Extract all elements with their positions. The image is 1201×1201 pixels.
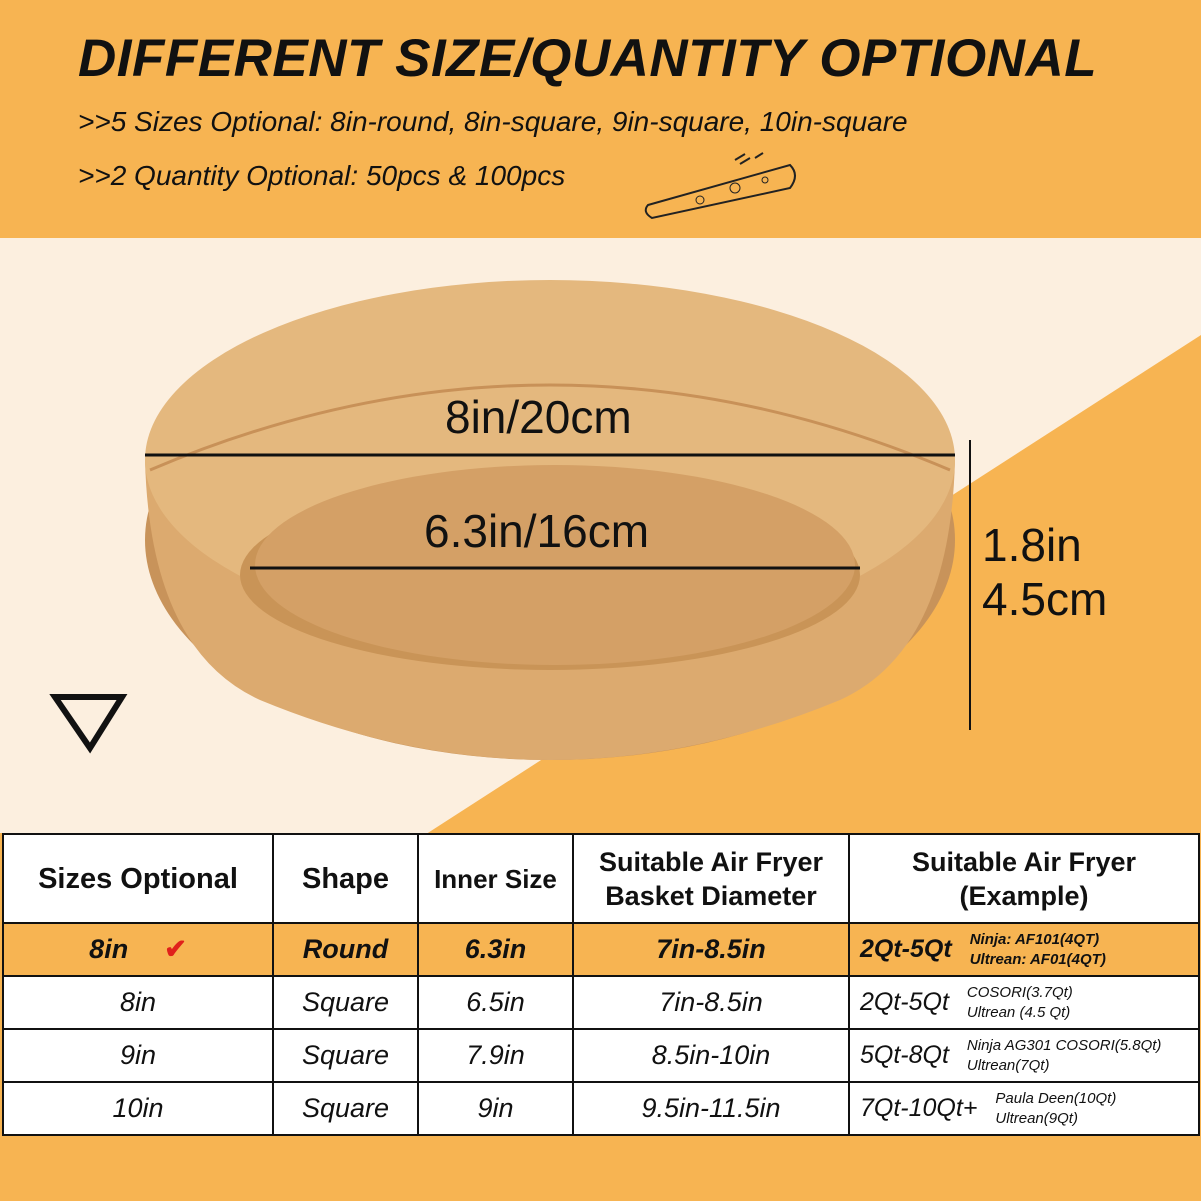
- model-1: Paula Deen(10Qt): [995, 1089, 1117, 1107]
- shape-cell: Square: [272, 975, 419, 1030]
- logo-icon: [49, 694, 128, 754]
- table-row: 10in Square 9in 9.5in-11.5in 7Qt-10Qt+ Pa…: [2, 1081, 1200, 1136]
- pizza-slice-icon: [644, 152, 796, 220]
- model-1: COSORI(3.7Qt): [966, 983, 1073, 1001]
- page-title: DIFFERENT SIZE/QUANTITY OPTIONAL: [78, 29, 1098, 88]
- size-cell: 10in: [2, 1081, 274, 1136]
- header-example: Suitable Air Fryer (Example): [848, 833, 1200, 924]
- size-cell: 9in: [2, 1028, 274, 1083]
- product-area: 8in/20cm 6.3in/16cm 1.8in 4.5cm: [0, 238, 1201, 838]
- shape-cell: Square: [272, 1081, 419, 1136]
- table-row: 9in Square 7.9in 8.5in-10in 5Qt-8Qt Ninja…: [2, 1028, 1200, 1083]
- sizes-line: >>5 Sizes Optional: 8in-round, 8in-squar…: [78, 106, 908, 137]
- table-header-row: Sizes Optional Shape Inner Size Suitable…: [2, 833, 1200, 924]
- model-1: Ninja AG301 COSORI(5.8Qt): [966, 1036, 1162, 1054]
- shape-cell: Round: [272, 922, 419, 977]
- qt-cell: 5Qt-8Qt: [860, 1041, 949, 1069]
- size-cell: 8in: [89, 934, 129, 964]
- header-inner: Inner Size: [417, 833, 574, 924]
- bowl-illustration: [49, 280, 1201, 838]
- model-2: Ultrean(7Qt): [966, 1056, 1050, 1074]
- inner-cell: 9in: [417, 1081, 574, 1136]
- height-in-label: 1.8in: [982, 519, 1082, 571]
- check-icon: ✔: [164, 934, 187, 964]
- model-2: Ultrean: AF01(4QT): [969, 950, 1106, 968]
- basket-cell: 8.5in-10in: [572, 1028, 850, 1083]
- header-banner: DIFFERENT SIZE/QUANTITY OPTIONAL >>5 Siz…: [0, 0, 1201, 238]
- table-row: 8in ✔ Round 6.3in 7in-8.5in 2Qt-5Qt Ninja:…: [2, 922, 1200, 977]
- basket-cell: 7in-8.5in: [572, 922, 850, 977]
- size-cell: 8in: [2, 975, 274, 1030]
- size-table: Sizes Optional Shape Inner Size Suitable…: [2, 833, 1200, 1136]
- inner-cell: 7.9in: [417, 1028, 574, 1083]
- basket-cell: 7in-8.5in: [572, 975, 850, 1030]
- table-row: 8in Square 6.5in 7in-8.5in 2Qt-5Qt COSORI…: [2, 975, 1200, 1030]
- size-table-area: Sizes Optional Shape Inner Size Suitable…: [0, 833, 1201, 1201]
- shape-cell: Square: [272, 1028, 419, 1083]
- qt-cell: 2Qt-5Qt: [860, 988, 949, 1016]
- inner-diameter-label: 6.3in/16cm: [424, 505, 650, 557]
- inner-cell: 6.5in: [417, 975, 574, 1030]
- basket-cell: 9.5in-11.5in: [572, 1081, 850, 1136]
- model-2: Ultrean(9Qt): [995, 1109, 1078, 1127]
- qt-cell: 2Qt-5Qt: [860, 935, 952, 963]
- header-sizes: Sizes Optional: [2, 833, 274, 924]
- header-shape: Shape: [272, 833, 419, 924]
- header-basket: Suitable Air Fryer Basket Diameter: [572, 833, 850, 924]
- qt-cell: 7Qt-10Qt+: [860, 1094, 978, 1122]
- height-cm-label: 4.5cm: [982, 573, 1108, 625]
- model-1: Ninja: AF101(4QT): [969, 930, 1100, 948]
- quantity-line: >>2 Quantity Optional: 50pcs & 100pcs: [78, 160, 566, 191]
- inner-cell: 6.3in: [417, 922, 574, 977]
- model-2: Ultrean (4.5 Qt): [966, 1003, 1071, 1021]
- outer-diameter-label: 8in/20cm: [445, 391, 632, 443]
